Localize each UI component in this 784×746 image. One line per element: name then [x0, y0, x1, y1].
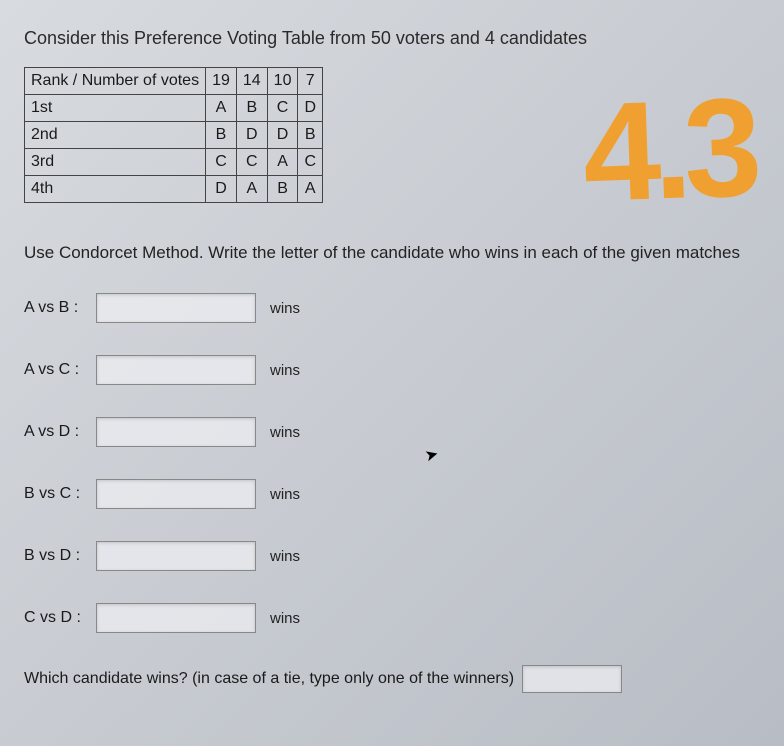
- handwritten-annotation: 4.3: [581, 77, 756, 223]
- rank-label: 3rd: [25, 149, 206, 176]
- wins-label: wins: [270, 362, 300, 379]
- rank-label: 4th: [25, 176, 206, 203]
- match-label: B vs D :: [24, 547, 96, 565]
- table-row: 4th D A B A: [25, 176, 323, 203]
- rank-cell: A: [267, 149, 298, 176]
- rank-label: 2nd: [25, 122, 206, 149]
- wins-label: wins: [270, 486, 300, 503]
- table-header-row: Rank / Number of votes 19 14 10 7: [25, 68, 323, 95]
- rank-cell: D: [206, 176, 237, 203]
- table-row: 1st A B C D: [25, 95, 323, 122]
- instruction-text: Use Condorcet Method. Write the letter o…: [24, 243, 760, 263]
- match-label: B vs C :: [24, 485, 96, 503]
- vote-count: 14: [236, 68, 267, 95]
- cursor-icon: ➤: [423, 444, 441, 467]
- rank-cell: A: [298, 176, 323, 203]
- match-input-a-vs-b[interactable]: [96, 293, 256, 323]
- match-row: C vs D : wins: [24, 603, 760, 633]
- rank-cell: D: [267, 122, 298, 149]
- header-label: Rank / Number of votes: [25, 68, 206, 95]
- match-label: A vs B :: [24, 299, 96, 317]
- match-row: A vs D : wins: [24, 417, 760, 447]
- rank-cell: A: [236, 176, 267, 203]
- rank-cell: C: [236, 149, 267, 176]
- wins-label: wins: [270, 610, 300, 627]
- match-row: B vs D : wins: [24, 541, 760, 571]
- problem-title: Consider this Preference Voting Table fr…: [24, 28, 760, 49]
- rank-cell: D: [298, 95, 323, 122]
- final-question-text: Which candidate wins? (in case of a tie,…: [24, 670, 514, 688]
- match-input-a-vs-d[interactable]: [96, 417, 256, 447]
- rank-cell: C: [206, 149, 237, 176]
- table-row: 2nd B D D B: [25, 122, 323, 149]
- rank-cell: B: [298, 122, 323, 149]
- rank-cell: C: [267, 95, 298, 122]
- match-label: A vs D :: [24, 423, 96, 441]
- voting-table: Rank / Number of votes 19 14 10 7 1st A …: [24, 67, 323, 203]
- match-label: A vs C :: [24, 361, 96, 379]
- match-label: C vs D :: [24, 609, 96, 627]
- match-row: A vs B : wins: [24, 293, 760, 323]
- match-input-b-vs-c[interactable]: [96, 479, 256, 509]
- rank-cell: A: [206, 95, 237, 122]
- rank-cell: B: [267, 176, 298, 203]
- rank-cell: C: [298, 149, 323, 176]
- vote-count: 7: [298, 68, 323, 95]
- final-question-row: Which candidate wins? (in case of a tie,…: [24, 665, 760, 693]
- match-input-a-vs-c[interactable]: [96, 355, 256, 385]
- vote-count: 10: [267, 68, 298, 95]
- wins-label: wins: [270, 424, 300, 441]
- match-input-c-vs-d[interactable]: [96, 603, 256, 633]
- match-input-b-vs-d[interactable]: [96, 541, 256, 571]
- match-row: B vs C : wins: [24, 479, 760, 509]
- match-row: A vs C : wins: [24, 355, 760, 385]
- wins-label: wins: [270, 548, 300, 565]
- table-row: 3rd C C A C: [25, 149, 323, 176]
- rank-cell: B: [236, 95, 267, 122]
- vote-count: 19: [206, 68, 237, 95]
- final-winner-input[interactable]: [522, 665, 622, 693]
- rank-cell: B: [206, 122, 237, 149]
- rank-label: 1st: [25, 95, 206, 122]
- rank-cell: D: [236, 122, 267, 149]
- wins-label: wins: [270, 300, 300, 317]
